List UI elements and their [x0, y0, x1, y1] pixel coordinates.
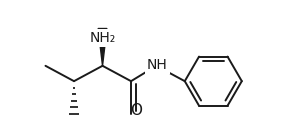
Text: NH₂: NH₂ — [89, 31, 116, 45]
Text: NH: NH — [147, 58, 168, 72]
Text: O: O — [131, 103, 143, 118]
Polygon shape — [98, 29, 107, 66]
